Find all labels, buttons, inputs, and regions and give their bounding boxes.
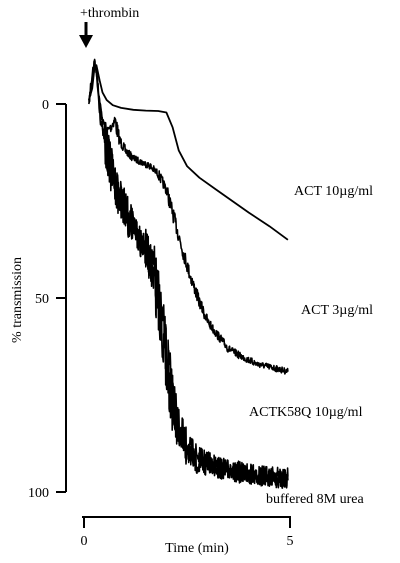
series-line-act-3-g-ml (88, 63, 289, 375)
y-axis-label: % transmission (10, 257, 25, 343)
y-tick-label: 100 (28, 486, 49, 501)
y-axis: 0 50 100 % transmission (10, 98, 67, 501)
series-labels: ACT 10µg/ml ACT 3µg/ml ACTK58Q 10µg/ml b… (249, 184, 373, 507)
series-label-act-10: ACT 10µg/ml (294, 184, 373, 199)
x-tick-label: 0 (81, 534, 88, 549)
series-label-urea: buffered 8M urea (266, 492, 364, 507)
x-axis: 0 5 Time (min) (81, 516, 294, 556)
series-line-buffered-8m-urea (88, 58, 289, 489)
series-line-act-10-g-ml (88, 64, 289, 241)
series-label-act-3: ACT 3µg/ml (301, 303, 373, 318)
thrombin-label: +thrombin (80, 6, 139, 21)
x-axis-label: Time (min) (165, 541, 229, 556)
thrombin-arrow-head (79, 35, 93, 48)
y-tick-label: 0 (42, 98, 49, 113)
thrombin-annotation: +thrombin (79, 6, 139, 48)
x-tick-label: 5 (287, 534, 294, 549)
y-tick-label: 50 (35, 292, 49, 307)
series-label-actk58q: ACTK58Q 10µg/ml (249, 405, 363, 420)
series-layer (88, 58, 289, 489)
